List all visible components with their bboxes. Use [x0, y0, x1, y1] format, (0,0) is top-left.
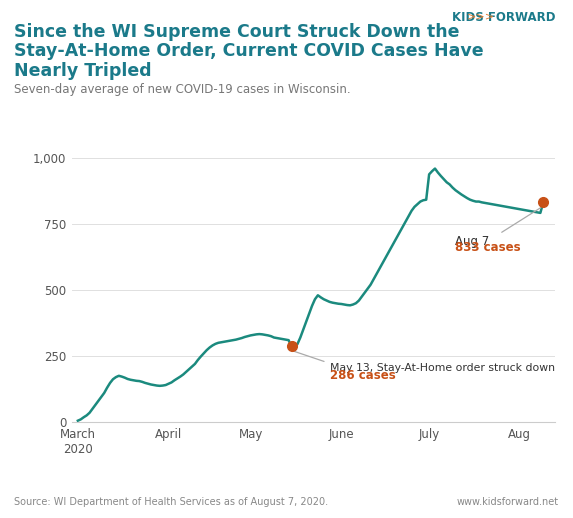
Text: >>>: >>>: [467, 11, 495, 21]
Text: Since the WI Supreme Court Struck Down the: Since the WI Supreme Court Struck Down t…: [14, 23, 460, 41]
Text: www.kidsforward.net: www.kidsforward.net: [457, 497, 559, 507]
Text: May 13, Stay-At-Home order struck down: May 13, Stay-At-Home order struck down: [329, 363, 555, 373]
Text: 833 cases: 833 cases: [456, 241, 521, 254]
Text: KIDS FORWARD: KIDS FORWARD: [452, 11, 556, 24]
Text: Aug 7: Aug 7: [456, 235, 490, 248]
Text: Nearly Tripled: Nearly Tripled: [14, 62, 152, 80]
Text: Seven-day average of new COVID-19 cases in Wisconsin.: Seven-day average of new COVID-19 cases …: [14, 83, 351, 96]
Text: Stay-At-Home Order, Current COVID Cases Have: Stay-At-Home Order, Current COVID Cases …: [14, 42, 484, 61]
Text: 286 cases: 286 cases: [329, 369, 395, 382]
Text: Source: WI Department of Health Services as of August 7, 2020.: Source: WI Department of Health Services…: [14, 497, 328, 507]
